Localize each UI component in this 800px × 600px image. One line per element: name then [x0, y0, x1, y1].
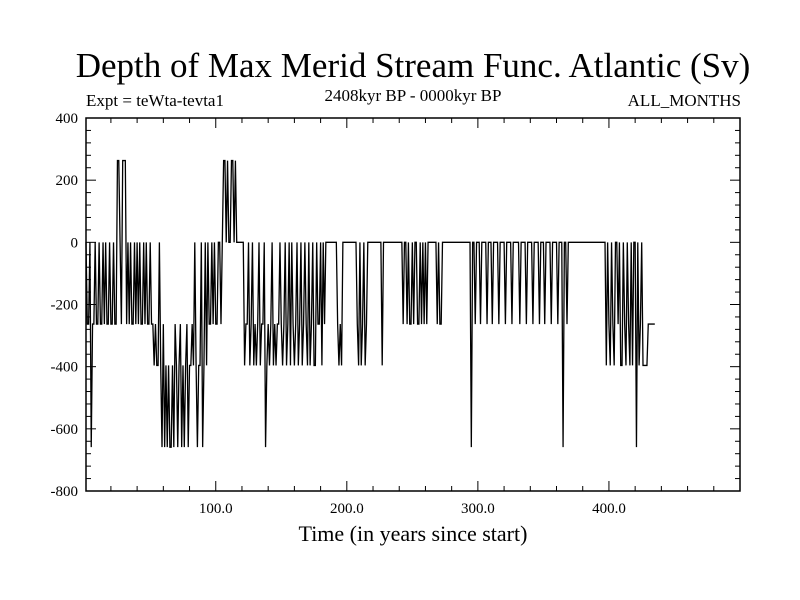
y-tick-label: 0	[71, 235, 79, 251]
x-axis-label: Time (in years since start)	[298, 521, 528, 546]
y-tick-label: 400	[56, 111, 79, 127]
x-tick-label: 200.0	[330, 501, 364, 517]
tick-labels: -800 -600 -400 -200 0 200 400 100.0 200.0 300.0 40…	[51, 111, 626, 517]
y-tick-label: 200	[56, 173, 79, 189]
x-tick-label: 300.0	[461, 501, 495, 517]
plot-frame	[85, 117, 741, 492]
x-tick-label: 100.0	[199, 501, 233, 517]
period-label: 2408kyr BP - 0000kyr BP	[324, 86, 502, 105]
series-line-0-segment-0	[85, 159, 655, 448]
y-tick-label: -800	[51, 484, 79, 500]
chart-title: Depth of Max Merid Stream Func. Atlantic…	[75, 46, 751, 85]
y-tick-label: -200	[51, 298, 79, 314]
ticks-layer	[86, 117, 740, 492]
experiment-label: Expt = teWta-tevta1	[86, 91, 224, 110]
months-label: ALL_MONTHS	[627, 91, 741, 110]
series-layer	[85, 159, 655, 448]
y-tick-label: -600	[51, 422, 79, 438]
x-tick-label: 400.0	[592, 501, 626, 517]
y-tick-label: -400	[51, 360, 79, 376]
